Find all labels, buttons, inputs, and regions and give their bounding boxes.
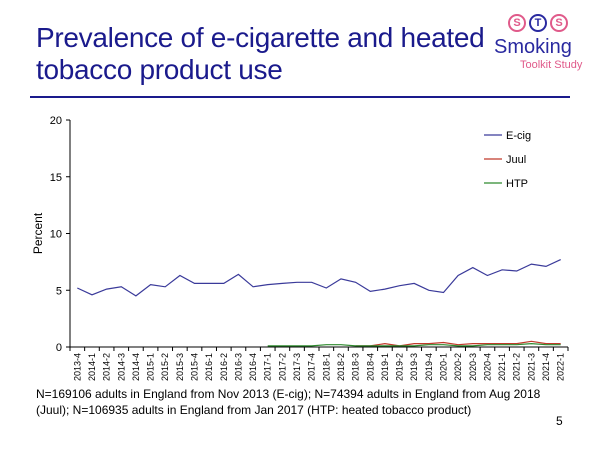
x-tick-label: 2018-3 [351,353,361,381]
y-axis-label: Percent [31,212,45,254]
x-tick-label: 2015-2 [160,353,170,381]
y-tick-label: 5 [56,285,62,297]
x-tick-label: 2021-4 [541,353,551,381]
y-tick-label: 10 [50,229,62,241]
x-tick-label: 2016-4 [248,353,258,381]
x-tick-label: 2015-3 [175,353,185,381]
legend-label-e-cig: E-cig [506,130,531,142]
x-tick-label: 2022-1 [556,353,566,381]
legend-label-juul: Juul [506,154,526,166]
x-tick-label: 2021-1 [497,353,507,381]
x-tick-label: 2014-3 [116,353,126,381]
sts-logo: S T S Smoking Toolkit Study [490,14,583,74]
x-tick-label: 2015-4 [190,353,200,381]
title-underline [30,96,570,98]
series-line-htp [267,342,561,347]
logo-letter-s2: S [550,14,568,32]
x-tick-label: 2017-3 [292,353,302,381]
x-tick-label: 2019-3 [409,353,419,381]
x-tick-label: 2021-2 [512,353,522,381]
x-tick-label: 2019-1 [380,353,390,381]
x-tick-label: 2019-4 [424,353,434,381]
x-tick-label: 2014-4 [131,353,141,381]
series-line-e-cig [77,259,561,297]
series-line-juul [355,340,561,347]
x-tick-label: 2018-4 [365,353,375,381]
x-tick-label: 2016-2 [219,353,229,381]
x-tick-label: 2018-1 [321,353,331,381]
y-tick-label: 20 [50,115,62,127]
x-tick-label: 2016-3 [233,353,243,381]
page-number: 5 [556,414,563,428]
slide-title: Prevalence of e-cigarette and heated tob… [36,22,485,85]
legend-label-htp: HTP [506,178,528,190]
logo-letter-t: T [529,14,547,32]
y-tick-label: 15 [50,172,62,184]
x-tick-label: 2020-1 [439,353,449,381]
x-tick-label: 2017-1 [263,353,273,381]
x-tick-label: 2017-4 [307,353,317,381]
x-tick-label: 2020-3 [468,353,478,381]
x-tick-label: 2017-2 [277,353,287,381]
x-tick-label: 2020-4 [482,353,492,381]
y-tick-label: 0 [56,342,62,354]
x-tick-label: 2021-3 [526,353,536,381]
x-tick-label: 2016-1 [204,353,214,381]
x-tick-label: 2020-2 [453,353,463,381]
logo-word: Smoking [494,36,572,58]
x-tick-label: 2018-2 [336,353,346,381]
x-tick-label: 2015-1 [146,353,156,381]
logo-letter-s1: S [508,14,526,32]
x-tick-label: 2019-2 [395,353,405,381]
x-tick-label: 2014-1 [87,353,97,381]
footnote: N=169106 adults in England from Nov 2013… [36,387,541,417]
x-tick-label: 2013-4 [72,353,82,381]
logo-subtitle: Toolkit Study [520,59,583,71]
logo-circles: S T S [508,14,568,32]
x-tick-label: 2014-2 [102,353,112,381]
